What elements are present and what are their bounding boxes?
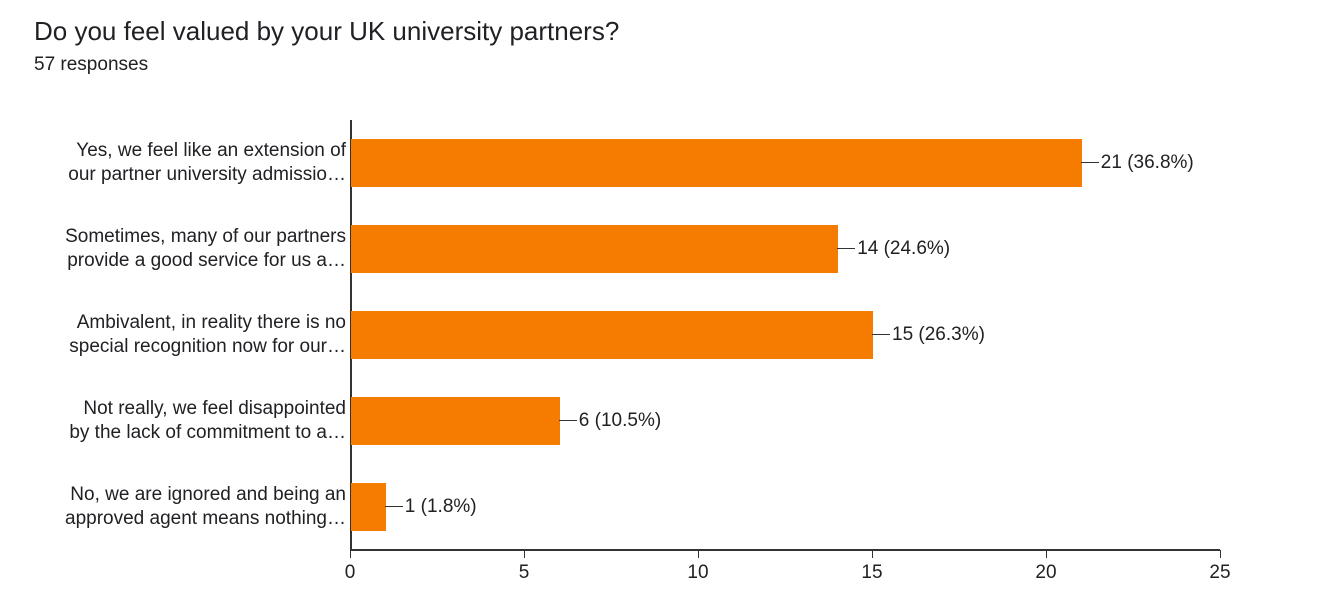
x-tick <box>698 550 699 558</box>
x-tick <box>350 550 351 558</box>
x-tick-label: 15 <box>861 562 882 584</box>
x-tick-label: 20 <box>1035 562 1056 584</box>
bar-value-label: 14 (24.6%) <box>837 238 950 260</box>
x-axis-line <box>350 549 1220 551</box>
plot-area: 051015202521 (36.8%)14 (24.6%)15 (26.3%)… <box>350 120 1220 550</box>
x-tick <box>872 550 873 558</box>
x-tick <box>1220 550 1221 558</box>
x-tick-label: 10 <box>687 562 708 584</box>
y-category-label: Sometimes, many of our partnersprovide a… <box>0 225 346 273</box>
x-tick-label: 25 <box>1209 562 1230 584</box>
bar <box>351 397 560 444</box>
x-tick <box>1046 550 1047 558</box>
bar-value-label: 1 (1.8%) <box>385 496 477 518</box>
bar-value-label: 6 (10.5%) <box>559 410 661 432</box>
y-category-label: Not really, we feel disappointedby the l… <box>0 397 346 445</box>
y-category-label: Yes, we feel like an extension ofour par… <box>0 139 346 187</box>
x-tick <box>524 550 525 558</box>
bar-value-label: 15 (26.3%) <box>872 324 985 346</box>
bar <box>351 483 386 530</box>
chart-container: Do you feel valued by your UK university… <box>0 0 1327 597</box>
bar <box>351 139 1082 186</box>
y-category-label: Ambivalent, in reality there is nospecia… <box>0 311 346 359</box>
bar <box>351 225 838 272</box>
bar-value-label: 21 (36.8%) <box>1081 152 1194 174</box>
chart-subtitle: 57 responses <box>34 54 148 77</box>
x-tick-label: 0 <box>345 562 356 584</box>
y-category-label: No, we are ignored and being anapproved … <box>0 483 346 531</box>
bar <box>351 311 873 358</box>
chart-title: Do you feel valued by your UK university… <box>34 16 619 47</box>
x-tick-label: 5 <box>519 562 530 584</box>
